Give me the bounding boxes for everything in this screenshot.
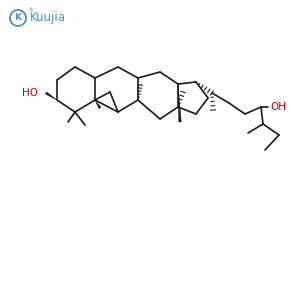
Polygon shape <box>178 84 181 122</box>
Polygon shape <box>95 100 101 109</box>
Text: ®: ® <box>27 8 33 13</box>
Polygon shape <box>45 92 57 100</box>
Text: K: K <box>14 14 22 22</box>
Text: OH: OH <box>270 102 286 112</box>
Text: Kuujia: Kuujia <box>30 11 66 25</box>
Text: HO: HO <box>22 88 38 98</box>
